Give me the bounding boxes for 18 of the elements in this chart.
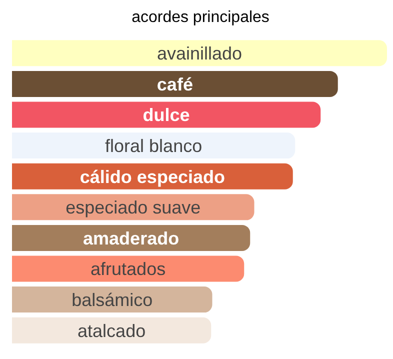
y-tick-label: avainillado xyxy=(156,44,242,64)
bar xyxy=(12,224,250,251)
y-tick-label: afrutados xyxy=(90,259,166,280)
bar xyxy=(12,286,212,313)
y-tick-label: floral blanco xyxy=(105,136,202,156)
y-tick-label: amaderado xyxy=(83,228,180,248)
bar xyxy=(12,256,244,282)
y-tick-label: cálido especiado xyxy=(80,166,225,187)
bar xyxy=(12,317,212,344)
y-tick-label: balsámico xyxy=(72,290,153,310)
y-tick-label: dulce xyxy=(142,105,190,126)
y-tick-label: atalcado xyxy=(78,320,146,341)
chart-title: acordes principales xyxy=(130,8,270,28)
bar xyxy=(12,40,387,66)
y-tick-label: especiado suave xyxy=(66,198,201,218)
y-tick-label: café xyxy=(156,74,193,94)
bar xyxy=(12,102,321,128)
bar xyxy=(12,70,338,97)
